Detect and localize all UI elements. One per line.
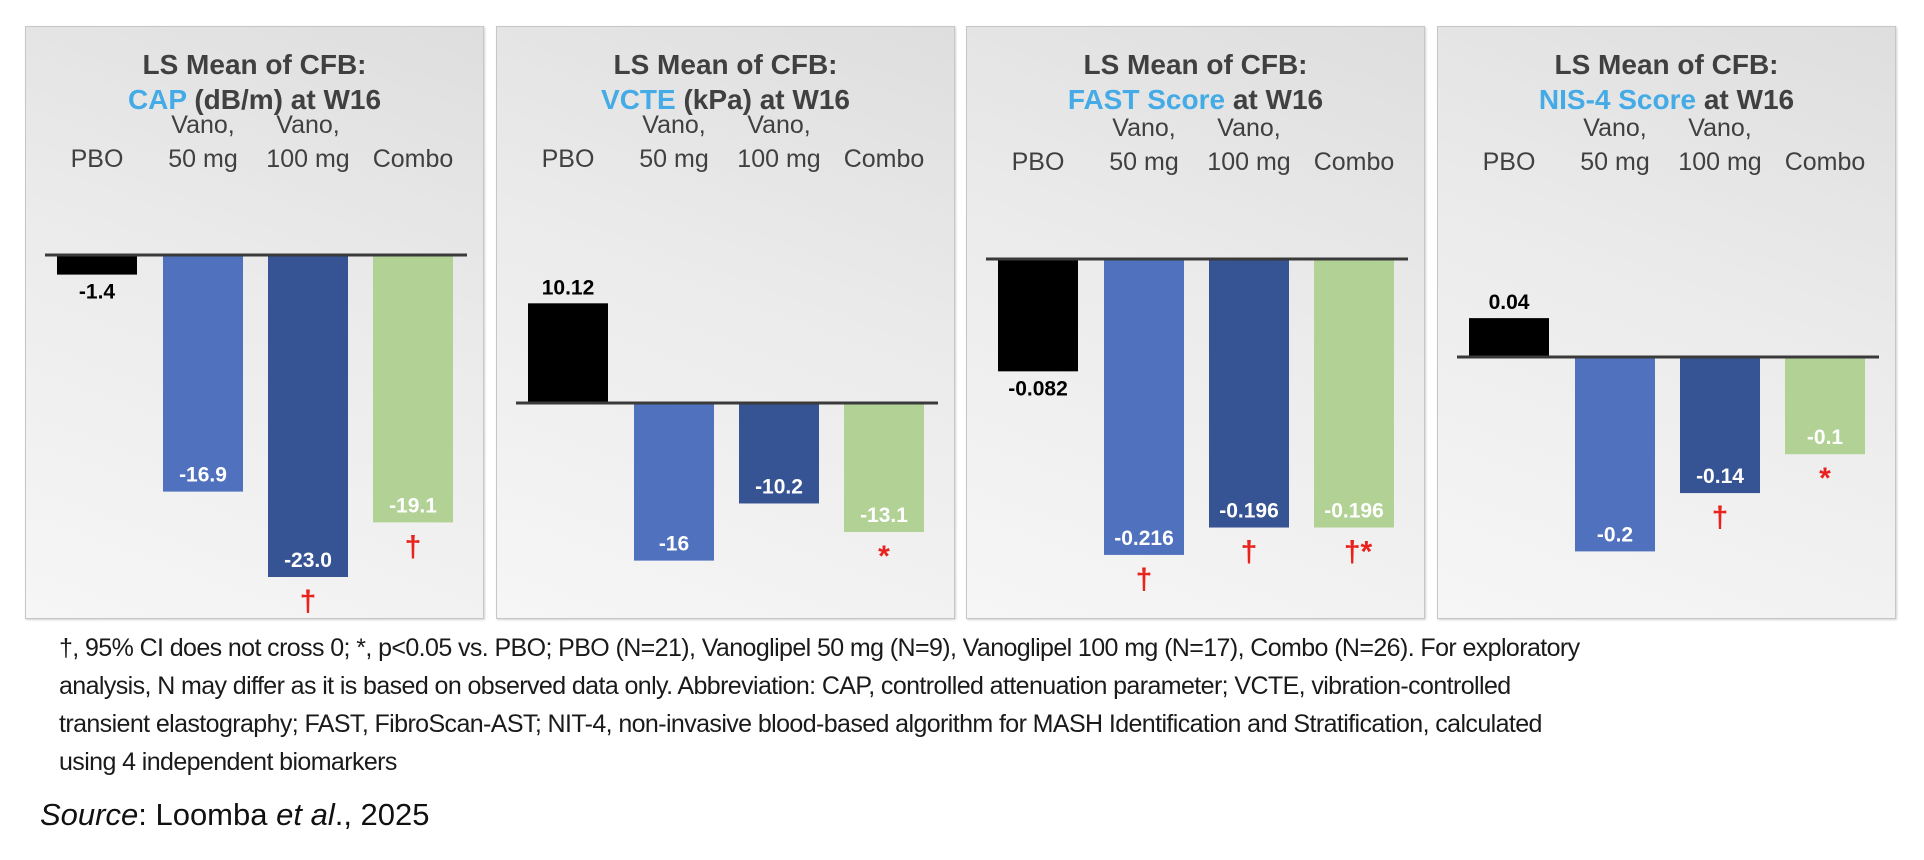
footnote-line: analysis, N may differ as it is based on… xyxy=(59,672,1511,700)
dagger-marker: † xyxy=(1136,563,1153,596)
footnote-line: using 4 independent biomarkers xyxy=(59,748,397,776)
bar-chart-fast: PBO Vano, 50 mg Vano, 100 mg Combo -0.082 -0.21… xyxy=(986,114,1408,596)
category-label: PBO xyxy=(71,145,124,173)
chart-panel-fast: LS Mean of CFB: FAST Score at W16 PBO Van… xyxy=(966,26,1425,619)
category-label: Vano, 50 mg xyxy=(639,111,708,173)
chart-title-accent: NIS-4 Score xyxy=(1538,84,1697,115)
chart-title-accent: FAST Score xyxy=(1067,84,1226,115)
dagger-asterisk-marker: †* xyxy=(1344,536,1373,569)
footnote-line: †, 95% CI does not cross 0; *, p<0.05 vs… xyxy=(59,634,1580,662)
category-label: Combo xyxy=(373,145,454,173)
chart-title-line2: NIS-4 Score at W16 xyxy=(1438,82,1895,117)
bar xyxy=(844,403,924,533)
chart-title-suffix: at W16 xyxy=(1225,84,1324,115)
data-label: 0.04 xyxy=(1489,291,1530,314)
source-citation: Source: Loomba et al., 2025 xyxy=(40,797,430,833)
chart-panel-nis4: LS Mean of CFB: NIS-4 Score at W16 PBO Va… xyxy=(1437,26,1896,619)
chart-title-line1: LS Mean of CFB: xyxy=(1554,49,1779,80)
bar xyxy=(1469,318,1549,357)
bar xyxy=(634,403,714,561)
chart-title-suffix: (dB/m) at W16 xyxy=(186,84,382,115)
data-label: -16.9 xyxy=(179,464,227,487)
bar xyxy=(1575,357,1655,552)
data-label: -1.4 xyxy=(79,281,116,304)
bar xyxy=(163,255,243,492)
chart-title-line2: CAP (dB/m) at W16 xyxy=(26,82,483,117)
bar xyxy=(1209,259,1289,528)
category-label: Vano, 50 mg xyxy=(1109,114,1178,176)
bar-chart-cap: PBO Vano, 50 mg Vano, 100 mg Combo -1.4 -16.9 -2… xyxy=(45,111,467,618)
source-author: : Loomba xyxy=(138,797,277,832)
data-label: -0.1 xyxy=(1807,426,1844,449)
category-label: Vano, 50 mg xyxy=(1580,114,1649,176)
category-label: Combo xyxy=(1785,148,1866,176)
data-label: -0.196 xyxy=(1324,500,1384,523)
category-label: PBO xyxy=(1012,148,1065,176)
category-label: Vano, 100 mg xyxy=(266,111,349,173)
bar-chart-nis4: PBO Vano, 50 mg Vano, 100 mg Combo 0.04 -0.2 -0.… xyxy=(1457,114,1879,552)
data-label: -10.2 xyxy=(755,475,803,498)
bar xyxy=(1785,357,1865,455)
chart-title: LS Mean of CFB: FAST Score at W16 xyxy=(967,47,1424,117)
category-label: PBO xyxy=(1483,148,1536,176)
dagger-marker: † xyxy=(1712,501,1729,534)
bar xyxy=(739,403,819,504)
category-label: Vano, 50 mg xyxy=(168,111,237,173)
chart-panel-cap: LS Mean of CFB: CAP (dB/m) at W16 PBO Van… xyxy=(25,26,484,619)
category-label: Vano, 100 mg xyxy=(1207,114,1290,176)
chart-title: LS Mean of CFB: VCTE (kPa) at W16 xyxy=(497,47,954,117)
bar xyxy=(373,255,453,523)
bar xyxy=(1104,259,1184,555)
data-label: -23.0 xyxy=(284,549,332,572)
bar xyxy=(1680,357,1760,494)
chart-title-accent: VCTE xyxy=(601,84,676,115)
chart-title-line1: LS Mean of CFB: xyxy=(142,49,367,80)
dagger-marker: † xyxy=(405,530,422,563)
data-label: -0.216 xyxy=(1114,527,1174,550)
bar-chart-vcte: PBO Vano, 50 mg Vano, 100 mg Combo 10.12 -16 -10… xyxy=(516,111,938,573)
chart-title-accent: CAP xyxy=(127,84,187,115)
data-label: -0.14 xyxy=(1696,465,1744,488)
chart-title-line1: LS Mean of CFB: xyxy=(613,49,838,80)
footnote-line: transient elastography; FAST, FibroScan-… xyxy=(59,710,1542,738)
footnote: †, 95% CI does not cross 0; *, p<0.05 vs… xyxy=(59,629,1859,781)
dagger-marker: † xyxy=(300,585,317,618)
data-label: -0.196 xyxy=(1219,500,1279,523)
data-label: 10.12 xyxy=(542,276,595,299)
data-label: -13.1 xyxy=(860,504,908,527)
bar xyxy=(998,259,1078,372)
data-label: -19.1 xyxy=(389,494,437,517)
data-label: -16 xyxy=(659,533,689,556)
category-label: Vano, 100 mg xyxy=(1678,114,1761,176)
chart-title-suffix: (kPa) at W16 xyxy=(675,84,850,115)
data-label: -0.082 xyxy=(1008,377,1068,400)
chart-title-line1: LS Mean of CFB: xyxy=(1083,49,1308,80)
data-label: -0.2 xyxy=(1597,523,1633,546)
source-label: Source xyxy=(40,797,139,832)
source-etal: et al xyxy=(276,797,335,832)
category-label: Combo xyxy=(844,145,925,173)
bar xyxy=(268,255,348,577)
chart-title: LS Mean of CFB: CAP (dB/m) at W16 xyxy=(26,47,483,117)
dagger-marker: † xyxy=(1241,536,1258,569)
bar xyxy=(528,303,608,403)
chart-title: LS Mean of CFB: NIS-4 Score at W16 xyxy=(1438,47,1895,117)
bar xyxy=(57,255,137,275)
chart-title-line2: VCTE (kPa) at W16 xyxy=(497,82,954,117)
bar xyxy=(1314,259,1394,528)
chart-title-line2: FAST Score at W16 xyxy=(967,82,1424,117)
category-label: Combo xyxy=(1314,148,1395,176)
asterisk-marker: * xyxy=(1819,462,1831,495)
asterisk-marker: * xyxy=(878,540,890,573)
category-label: Vano, 100 mg xyxy=(737,111,820,173)
source-year: ., 2025 xyxy=(334,797,430,832)
chart-title-suffix: at W16 xyxy=(1696,84,1795,115)
chart-panel-vcte: LS Mean of CFB: VCTE (kPa) at W16 PBO Van… xyxy=(496,26,955,619)
category-label: PBO xyxy=(542,145,595,173)
